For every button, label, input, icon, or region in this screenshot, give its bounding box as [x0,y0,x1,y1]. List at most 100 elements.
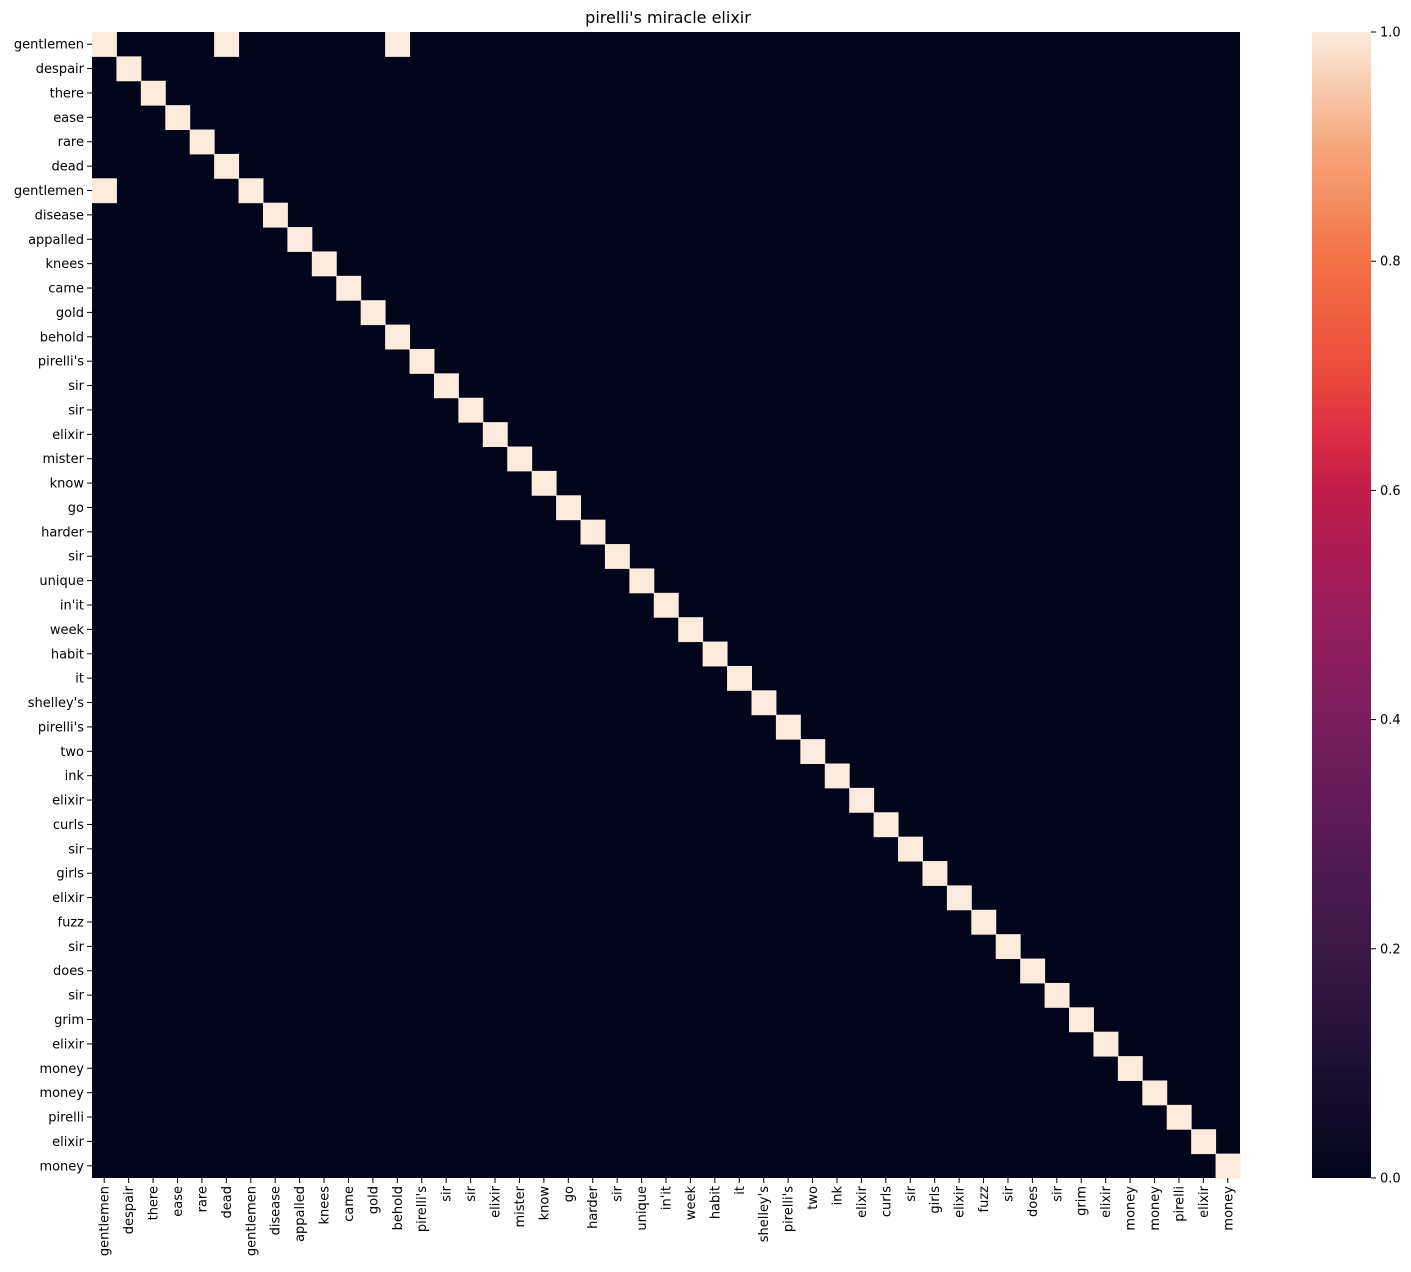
heatmap-cell [580,519,606,545]
row-label: know [50,477,85,492]
heatmap-cell [727,665,752,691]
column-label: behold [391,1186,406,1230]
heatmap-cell [678,617,704,643]
column-label: know [537,1186,552,1221]
row-label: go [68,501,84,516]
heatmap-cell [751,690,777,716]
heatmap-cell [800,739,826,764]
row-label: it [75,672,84,687]
column-label: gentlemen [98,1186,113,1256]
row-label: grim [54,1013,84,1028]
column-label: there [147,1186,162,1220]
row-label: sir [68,379,84,394]
row-label: pirelli [48,1111,84,1126]
heatmap-cell [1166,1104,1192,1130]
chart-title: pirelli's miracle elixir [585,8,751,27]
heatmap-cell [409,348,435,374]
heatmap-cell [238,178,264,204]
heatmap-cell [336,275,362,301]
column-label: it [733,1186,748,1195]
heatmap-cell [824,763,850,789]
heatmap-cell [165,105,191,131]
colorbar-tick-label: 0.2 [1380,942,1401,957]
column-label: in'it [660,1186,675,1210]
heatmap-cell [702,641,728,667]
column-label: money [1124,1186,1139,1231]
column-label: go [562,1186,577,1202]
row-label: harder [41,525,85,540]
row-label: ink [65,769,85,784]
heatmap-cell [1093,1031,1119,1057]
column-label: mister [513,1185,528,1227]
column-label: elixir [1197,1185,1212,1218]
colorbar-tick-label: 1.0 [1380,26,1401,41]
column-label: ink [830,1186,845,1206]
row-label: habit [51,647,84,662]
column-label: dead [220,1186,235,1218]
row-label: elixir [52,1135,85,1150]
colorbar-tick-label: 0.0 [1380,1172,1401,1187]
colorbar: 0.0 0.2 0.4 0.6 0.8 1.0 [1312,26,1401,1187]
column-label: does [1026,1186,1041,1217]
row-label: rare [58,135,84,150]
heatmap-cell [531,470,557,496]
row-label: came [48,282,84,297]
row-label: behold [40,330,84,345]
column-label: habit [708,1186,723,1219]
row-label: elixir [52,428,85,443]
column-label: two [806,1186,821,1210]
column-label: sir [1001,1185,1016,1201]
column-label: elixir [489,1185,504,1218]
row-label: gentlemen [14,184,84,199]
row-label: appalled [28,233,84,248]
column-label: sir [440,1185,455,1201]
row-label: money [39,1062,84,1077]
column-label: gentlemen [244,1186,259,1256]
heatmap-cells [92,32,1241,1179]
column-label: shelley's [757,1186,772,1242]
heatmap-cell [1117,1056,1143,1081]
heatmap-cell [116,56,142,82]
column-label: came [342,1186,357,1222]
row-label: sir [68,550,84,565]
row-label: sir [68,940,84,955]
column-label: ease [171,1186,186,1217]
column-label: despair [122,1185,137,1234]
row-label: despair [36,62,85,77]
heatmap-cell [653,592,679,618]
row-label: fuzz [58,915,85,930]
row-label: shelley's [28,696,84,711]
heatmap-cell [775,714,801,740]
heatmap-cell [1020,958,1046,984]
column-label: disease [269,1186,284,1235]
column-label: knees [318,1186,333,1225]
column-label: rare [195,1186,210,1212]
row-label: in'it [60,599,84,614]
row-label: girls [56,867,84,882]
heatmap-cell [360,300,386,326]
heatmap-cell [1215,1153,1241,1179]
heatmap-cell [458,397,484,423]
row-label: money [39,1159,84,1174]
column-label: pirelli [1172,1186,1187,1222]
column-label: sir [904,1185,919,1201]
heatmap-cell [995,934,1021,960]
column-label: sir [1050,1185,1065,1201]
row-label: gentlemen [14,38,84,53]
column-label: fuzz [977,1186,992,1213]
heatmap-cell [922,861,948,886]
heatmap-cell [873,812,899,838]
column-label: money [1148,1186,1163,1231]
heatmap-cell [1142,1080,1168,1106]
heatmap-cell [604,544,630,569]
column-label: girls [928,1186,943,1214]
row-label: dead [52,160,84,175]
heatmap-cell [849,787,875,813]
heatmap-cell [1191,1129,1217,1155]
heatmap-cell [214,153,240,179]
row-label: elixir [52,891,85,906]
heatmap-cell [1069,1007,1094,1033]
column-label: sir [611,1185,626,1201]
colorbar-gradient [1312,32,1371,1178]
row-label: pirelli's [38,720,84,735]
